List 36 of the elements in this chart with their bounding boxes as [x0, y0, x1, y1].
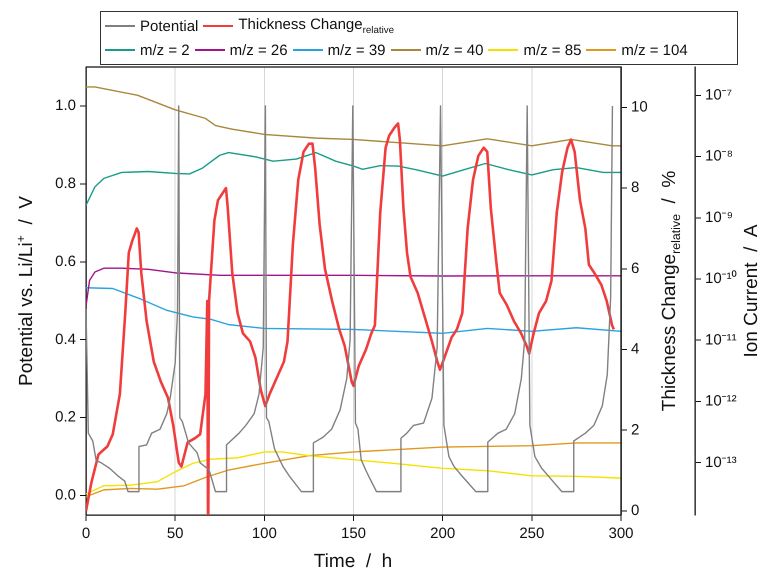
legend-label: m/z = 39 — [328, 42, 386, 58]
y3-tick-label: 10⁻⁸ — [705, 148, 734, 165]
x-tick-label: 0 — [82, 525, 90, 542]
y-tick-label: 0.8 — [55, 175, 76, 192]
legend-label: m/z = 2 — [140, 42, 190, 58]
y2-tick-label: 8 — [631, 179, 640, 196]
x-tick-label: 100 — [252, 525, 277, 542]
y2-tick-label: 2 — [631, 421, 640, 438]
y3-tick-label: 10⁻¹³ — [705, 454, 737, 471]
y2-tick-label: 0 — [631, 502, 640, 520]
y-tick-label: 1.0 — [55, 97, 76, 114]
y3-tick-label: 10⁻¹¹ — [705, 331, 737, 348]
legend-label: m/z = 85 — [523, 42, 582, 58]
y3-tick-label: 10⁻¹² — [705, 392, 737, 410]
x-tick-label: 250 — [519, 525, 544, 542]
y3-tick-label: 10⁻¹⁰ — [705, 270, 737, 288]
y2-tick-label: 10 — [631, 98, 648, 116]
y3-tick-label: 10⁻⁷ — [705, 86, 732, 104]
x-axis-title: Time / h — [314, 551, 392, 573]
y-tick-label: 0.6 — [55, 252, 76, 270]
y-tick-label: 0.4 — [55, 330, 76, 348]
x-tick-label: 50 — [166, 525, 184, 542]
y3-tick-label: 10⁻⁹ — [705, 208, 734, 226]
y2-tick-label: 6 — [631, 260, 640, 277]
y2-tick-label: 4 — [631, 340, 640, 358]
x-tick-label: 200 — [430, 525, 456, 542]
legend-label: Thickness Change$_{relative}$ — [238, 16, 394, 36]
legend-label: m/z = 40 — [426, 42, 484, 58]
y3-axis-title: Ion Current / A — [741, 224, 763, 358]
y-tick-label: 0.2 — [55, 408, 76, 426]
x-tick-label: 300 — [608, 525, 634, 542]
y-tick-label: 0.0 — [55, 486, 76, 504]
legend-label: m/z = 104 — [621, 42, 688, 58]
legend-label: Potential — [140, 18, 198, 34]
legend-label: m/z = 26 — [230, 42, 288, 58]
x-tick-label: 150 — [340, 525, 366, 542]
